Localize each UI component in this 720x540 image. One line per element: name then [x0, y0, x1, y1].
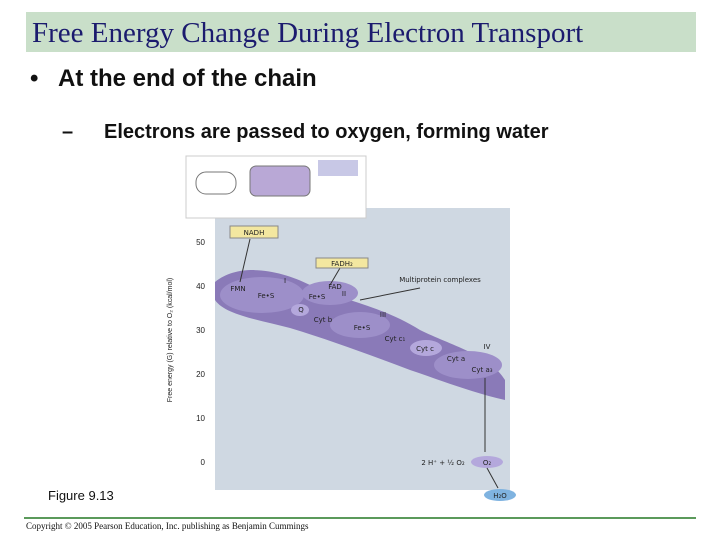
figure-label: Cyt c₁ — [385, 335, 406, 343]
figure-label: Q — [298, 306, 304, 314]
dash: – — [62, 121, 73, 143]
figure-label: Fe•S — [309, 293, 326, 301]
nadh-box — [229, 225, 279, 239]
figure-label: Fe•S — [258, 292, 275, 300]
figure-label: FAD — [328, 283, 342, 291]
figure-label: FMN — [230, 285, 245, 293]
ubiquinone — [291, 304, 309, 316]
figure-label: Cyt b — [314, 316, 333, 324]
tick-label: 0 — [201, 458, 206, 467]
complex-ii — [302, 281, 358, 305]
axis-label: Free energy (G) relative to O₂ (kcal/mol… — [167, 278, 174, 402]
complex-iv — [434, 351, 502, 379]
figure-label: II — [342, 290, 346, 298]
figure-label: I — [284, 277, 286, 285]
figure: Free energy (G) relative to O₂ (kcal/mol… — [167, 155, 516, 501]
fadh2-box — [315, 257, 369, 269]
figure-label: Multiprotein complexes — [399, 276, 481, 284]
thumb-part — [195, 171, 237, 195]
thumb-part — [318, 160, 358, 176]
tick-label: 30 — [196, 326, 205, 335]
figure-label: 2 H⁺ + ½ O₂ — [421, 459, 464, 467]
arrow — [239, 238, 486, 452]
pointer — [359, 287, 421, 301]
footer: Copyright © 2005 Pearson Education, Inc.… — [26, 521, 309, 531]
figure-label: III — [380, 311, 386, 319]
tick-label: 20 — [196, 370, 205, 379]
sub-bullet: Electrons are passed to oxygen, forming … — [104, 121, 549, 143]
figure-label: Fe•S — [354, 324, 371, 332]
caption: Figure 9.13 — [48, 488, 114, 503]
cyt-c — [410, 340, 442, 356]
bullet-dot: • — [30, 65, 38, 92]
o2-oval — [471, 456, 503, 468]
figure-label: IV — [484, 343, 491, 351]
figure-label: O₂ — [483, 459, 492, 467]
figure-label: Cyt a — [447, 355, 465, 363]
tick-label: 10 — [196, 414, 205, 423]
thumb-part — [249, 165, 311, 197]
figure-label: Cyt a₃ — [471, 366, 492, 374]
tick-label: 50 — [196, 238, 205, 247]
bullet: At the end of the chain — [58, 65, 317, 92]
figure-label: H₂O — [493, 492, 507, 500]
complex-i — [220, 277, 304, 313]
complex-iii — [330, 312, 390, 338]
figure-label: FADH₂ — [331, 260, 353, 268]
figure-label: Cyt c — [416, 345, 434, 353]
h2o-oval — [484, 489, 516, 501]
title: Free Energy Change During Electron Trans… — [32, 17, 583, 49]
figure-label: NADH — [244, 229, 265, 237]
arrow — [486, 467, 499, 489]
tick-label: 40 — [196, 282, 205, 291]
title-bar — [26, 12, 696, 52]
